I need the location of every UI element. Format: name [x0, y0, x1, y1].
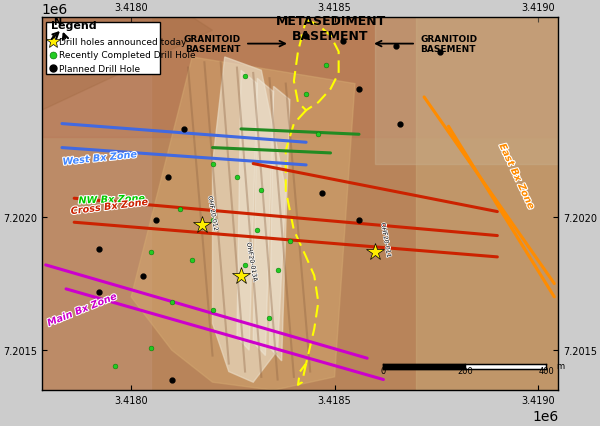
Text: Planned Drill Hole: Planned Drill Hole	[59, 64, 140, 73]
Text: NW Bx Zone: NW Bx Zone	[78, 194, 145, 206]
Text: OHF20-012: OHF20-012	[207, 196, 218, 232]
Text: Drill holes announced today: Drill holes announced today	[59, 38, 186, 47]
Polygon shape	[237, 71, 257, 350]
Text: West Bx Zone: West Bx Zone	[62, 150, 137, 167]
Text: N: N	[53, 17, 61, 27]
Polygon shape	[375, 18, 559, 164]
Text: OHF20-011: OHF20-011	[380, 223, 391, 258]
Polygon shape	[41, 18, 151, 390]
Polygon shape	[253, 79, 274, 356]
Text: OHF20-013A: OHF20-013A	[246, 242, 257, 282]
FancyBboxPatch shape	[46, 23, 160, 75]
Text: GRANITOID
BASEMENT: GRANITOID BASEMENT	[420, 35, 477, 54]
Polygon shape	[269, 87, 290, 361]
Text: Main Bx Zone: Main Bx Zone	[46, 291, 119, 328]
Text: 200: 200	[457, 366, 473, 375]
Polygon shape	[383, 364, 465, 369]
Polygon shape	[212, 58, 286, 382]
Text: METASEDIMENT
BASEMENT: METASEDIMENT BASEMENT	[275, 14, 386, 43]
Text: 0: 0	[381, 366, 386, 375]
Text: East Bx Zone: East Bx Zone	[497, 143, 536, 211]
Polygon shape	[416, 18, 559, 390]
Text: 400: 400	[538, 366, 554, 375]
Text: Legend: Legend	[50, 21, 96, 31]
Polygon shape	[41, 18, 559, 138]
Polygon shape	[41, 18, 212, 111]
Text: Cross Bx Zone: Cross Bx Zone	[70, 197, 149, 217]
Text: m: m	[556, 361, 565, 370]
Polygon shape	[465, 364, 546, 369]
Text: Recently Completed Drill Hole: Recently Completed Drill Hole	[59, 51, 196, 60]
Text: GRANITOID
BASEMENT: GRANITOID BASEMENT	[184, 35, 241, 54]
Polygon shape	[131, 58, 355, 390]
